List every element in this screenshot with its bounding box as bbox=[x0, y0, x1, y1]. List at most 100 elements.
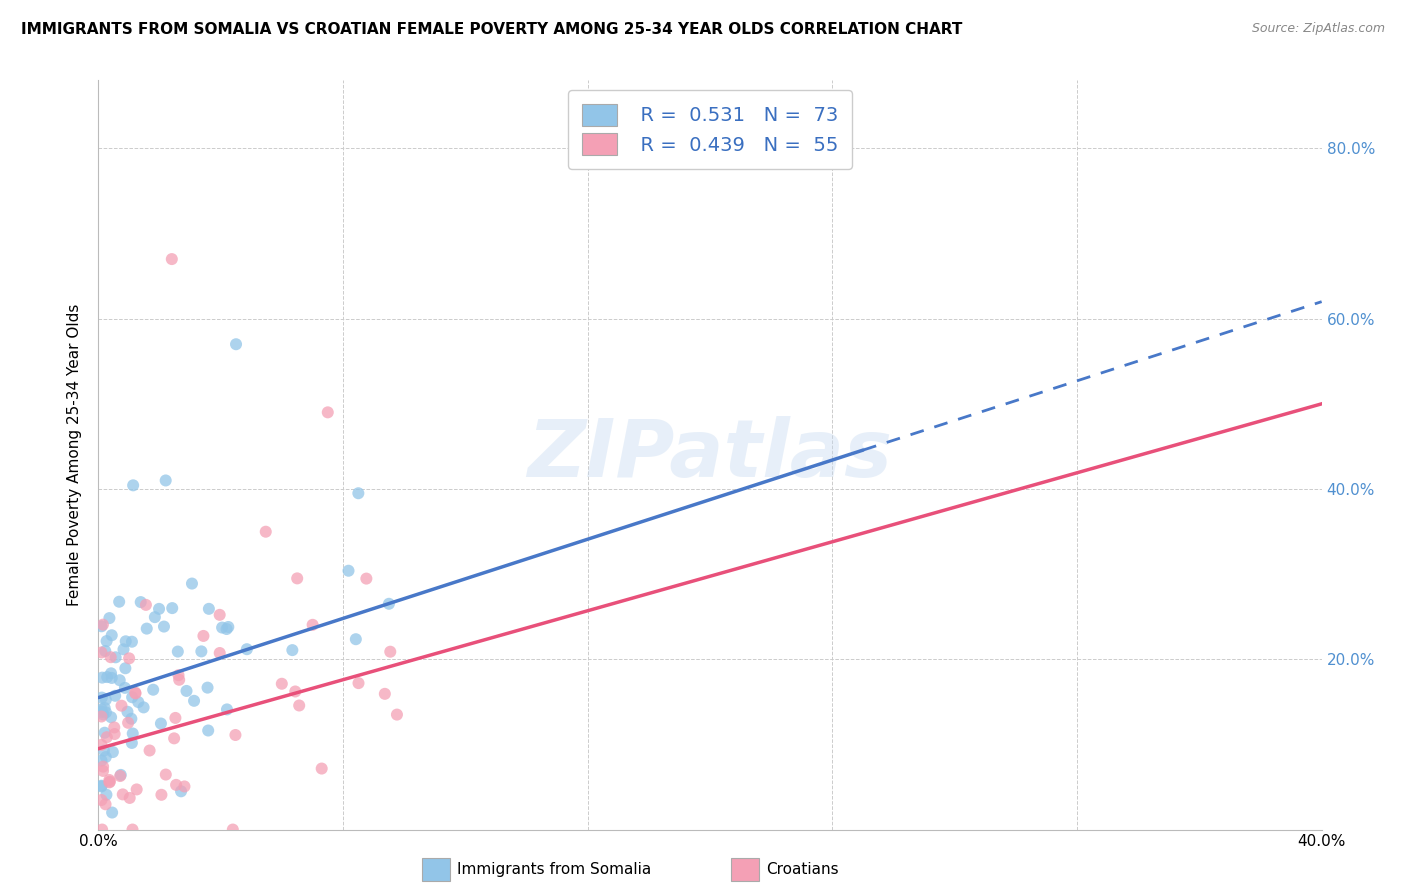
Point bbox=[90, 709, 112, 723]
Point bbox=[96, 670, 118, 684]
Point bbox=[90, 780, 112, 794]
Point bbox=[114, 681, 136, 695]
Point bbox=[108, 595, 131, 609]
Point bbox=[90, 793, 112, 807]
Point bbox=[129, 595, 152, 609]
Point bbox=[285, 571, 308, 585]
Point bbox=[197, 681, 219, 695]
Point bbox=[208, 646, 231, 660]
Point bbox=[90, 619, 112, 633]
Point bbox=[120, 712, 142, 726]
Point bbox=[108, 769, 131, 783]
Point bbox=[288, 698, 311, 713]
Point bbox=[170, 784, 193, 798]
Text: Croatians: Croatians bbox=[766, 863, 839, 877]
Point bbox=[138, 743, 160, 757]
Point bbox=[236, 642, 259, 657]
Point bbox=[125, 782, 148, 797]
Point bbox=[111, 788, 134, 802]
Point bbox=[101, 745, 124, 759]
Point bbox=[93, 701, 115, 715]
Point bbox=[91, 822, 114, 837]
Point bbox=[183, 694, 205, 708]
Point bbox=[197, 723, 219, 738]
Point bbox=[121, 726, 143, 740]
Point bbox=[132, 700, 155, 714]
Point bbox=[121, 634, 143, 648]
Point bbox=[98, 772, 121, 787]
Point bbox=[378, 597, 401, 611]
Point bbox=[127, 695, 149, 709]
Point bbox=[198, 602, 221, 616]
Point bbox=[224, 728, 246, 742]
Point bbox=[94, 750, 117, 764]
Y-axis label: Female Poverty Among 25-34 Year Olds: Female Poverty Among 25-34 Year Olds bbox=[67, 304, 83, 606]
Point bbox=[176, 684, 198, 698]
Point bbox=[100, 650, 122, 665]
Point bbox=[114, 634, 136, 648]
Point bbox=[121, 822, 143, 837]
Point bbox=[155, 474, 177, 488]
Point bbox=[160, 601, 183, 615]
Point bbox=[167, 668, 190, 682]
Text: Source: ZipAtlas.com: Source: ZipAtlas.com bbox=[1251, 22, 1385, 36]
Point bbox=[110, 768, 132, 782]
Point bbox=[90, 690, 112, 705]
Point bbox=[91, 759, 114, 773]
Point bbox=[94, 644, 117, 658]
Point bbox=[94, 692, 117, 706]
Point bbox=[163, 731, 186, 746]
Point bbox=[356, 572, 378, 586]
Point bbox=[90, 702, 112, 716]
Point bbox=[211, 621, 233, 635]
Point bbox=[217, 620, 239, 634]
Point bbox=[337, 564, 360, 578]
Point bbox=[281, 643, 304, 657]
Point bbox=[96, 634, 118, 648]
Point bbox=[121, 690, 143, 705]
Point bbox=[124, 686, 146, 700]
Text: ZIPatlas: ZIPatlas bbox=[527, 416, 893, 494]
Point bbox=[311, 762, 333, 776]
Point bbox=[301, 617, 323, 632]
Point bbox=[347, 486, 370, 500]
Point bbox=[122, 478, 145, 492]
Point bbox=[118, 651, 141, 665]
Point bbox=[284, 684, 307, 698]
Point bbox=[103, 721, 125, 735]
Point bbox=[149, 716, 172, 731]
Point bbox=[225, 337, 247, 351]
Point bbox=[100, 628, 122, 642]
Point bbox=[90, 705, 112, 719]
Point bbox=[270, 677, 292, 691]
Point bbox=[117, 705, 139, 719]
Text: IMMIGRANTS FROM SOMALIA VS CROATIAN FEMALE POVERTY AMONG 25-34 YEAR OLDS CORRELA: IMMIGRANTS FROM SOMALIA VS CROATIAN FEMA… bbox=[21, 22, 963, 37]
Point bbox=[181, 576, 204, 591]
Point bbox=[215, 702, 238, 716]
Point bbox=[118, 791, 141, 805]
Point bbox=[135, 598, 157, 612]
Point bbox=[90, 754, 112, 768]
Point bbox=[100, 710, 122, 724]
Point bbox=[98, 611, 121, 625]
Point bbox=[190, 644, 212, 658]
Point bbox=[108, 673, 131, 688]
Point bbox=[90, 738, 112, 752]
Point bbox=[91, 764, 114, 778]
Point bbox=[91, 617, 114, 632]
Point bbox=[374, 687, 396, 701]
Text: Immigrants from Somalia: Immigrants from Somalia bbox=[457, 863, 651, 877]
Point bbox=[91, 671, 114, 685]
Point bbox=[101, 805, 124, 820]
Point bbox=[173, 780, 195, 794]
Point bbox=[215, 622, 238, 636]
Point bbox=[96, 730, 118, 744]
Point bbox=[90, 779, 112, 793]
Point bbox=[98, 774, 121, 789]
Point bbox=[344, 632, 367, 647]
Point bbox=[100, 671, 122, 685]
Point bbox=[155, 767, 177, 781]
Point bbox=[98, 775, 121, 789]
Point bbox=[142, 682, 165, 697]
Point bbox=[193, 629, 215, 643]
